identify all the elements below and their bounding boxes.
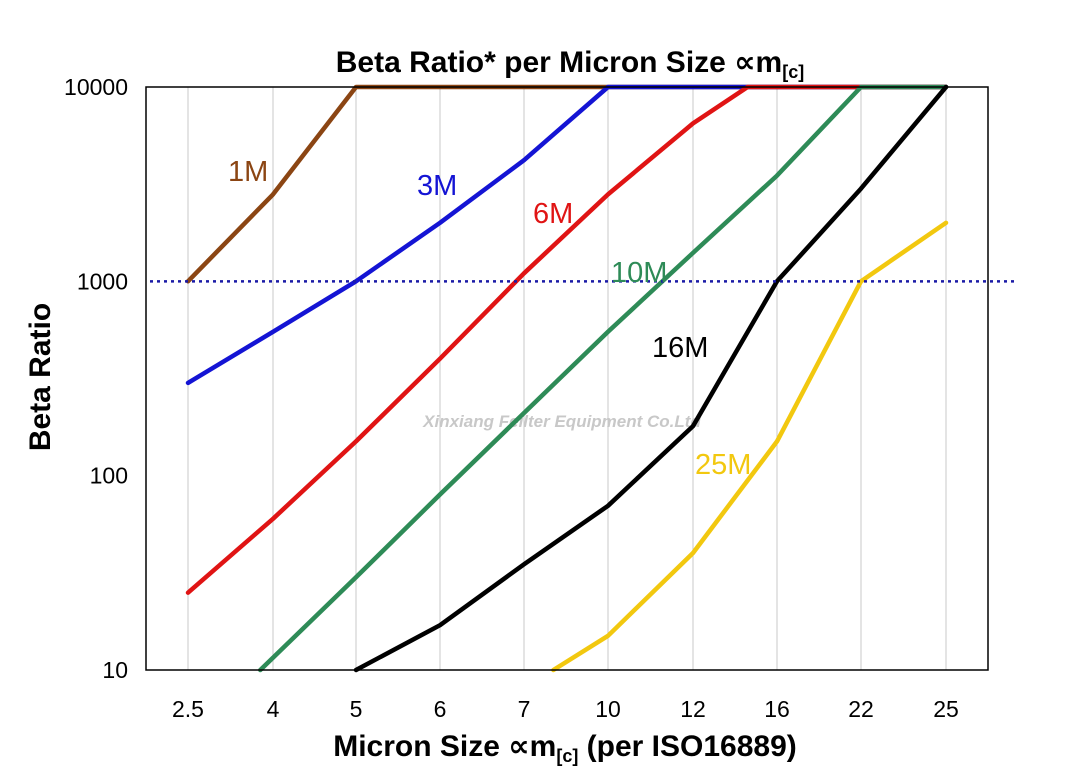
series-labels: 1M 3M 6M 10M 16M 25M: [228, 156, 751, 481]
x-tick-label: 10: [595, 696, 621, 722]
x-tick-label: 6: [434, 696, 447, 722]
x-tick-label: 22: [848, 696, 874, 722]
series-label-10M: 10M: [611, 257, 667, 289]
chart-title: Beta Ratio* per Micron Size ∝m[c]: [336, 46, 804, 82]
x-axis-label: Micron Size ∝m[c] (per ISO16889): [333, 730, 797, 766]
series-label-6M: 6M: [533, 198, 573, 230]
x-tick-label: 16: [764, 696, 790, 722]
y-tick-label: 10000: [64, 74, 128, 100]
x-tick-label: 7: [518, 696, 531, 722]
series-label-1M: 1M: [228, 156, 268, 188]
y-tick-label: 1000: [77, 268, 128, 294]
tick-labels: 2.5 4 5 6 7 10 12 16 22 25 10 100 1000 10000: [64, 74, 959, 722]
x-tick-label: 2.5: [172, 696, 204, 722]
plot-frame: [145, 86, 989, 671]
series-lines: [185, 84, 949, 673]
plot-area-border: [145, 86, 989, 671]
series-label-16M: 16M: [652, 332, 708, 364]
series-line-10M: [258, 84, 949, 673]
watermark-layer: Xinxiang Feilter Equipment Co.Ltd: [422, 412, 701, 431]
x-tick-label: 12: [680, 696, 706, 722]
series-line-16M: [353, 84, 949, 673]
y-tick-label: 10: [102, 657, 128, 683]
series-line-25M: [551, 220, 949, 673]
series-label-3M: 3M: [417, 170, 457, 202]
grid: [187, 87, 947, 670]
series-label-25M: 25M: [695, 449, 751, 481]
series-line-6M: [185, 84, 949, 595]
y-tick-label: 100: [90, 463, 128, 489]
x-tick-label: 25: [933, 696, 959, 722]
x-tick-label: 5: [350, 696, 363, 722]
x-tick-label: 4: [267, 696, 280, 722]
y-axis-label: Beta Ratio: [24, 303, 57, 451]
watermark: Xinxiang Feilter Equipment Co.Ltd: [422, 412, 701, 431]
